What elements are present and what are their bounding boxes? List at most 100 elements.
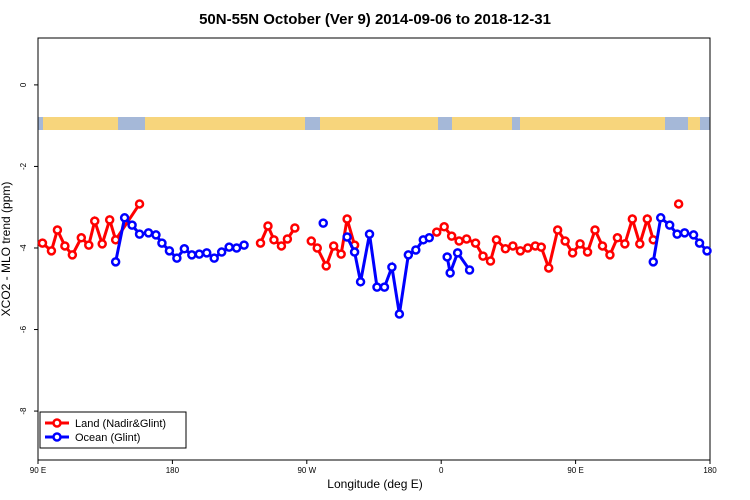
point [431, 227, 442, 237]
point [60, 241, 70, 251]
point [209, 253, 219, 263]
point [424, 233, 435, 243]
point [255, 238, 266, 248]
point [575, 239, 585, 249]
legend-label: Ocean (Glint) [75, 432, 140, 444]
y-tick-label: -8 [19, 407, 28, 415]
point [491, 235, 502, 245]
x-tick-label: 90 W [297, 466, 316, 475]
point [84, 240, 94, 250]
legend-marker [52, 418, 62, 428]
series-line [114, 214, 709, 315]
point [478, 251, 488, 261]
point [454, 236, 464, 246]
point [134, 229, 145, 239]
y-tick-label: 0 [19, 82, 28, 87]
point [485, 256, 496, 266]
point [306, 236, 317, 246]
point [635, 239, 645, 249]
x-tick-label: 180 [166, 466, 180, 475]
point [67, 250, 78, 260]
point [515, 246, 526, 256]
point [664, 220, 675, 230]
point [37, 238, 48, 248]
y-tick-label: -4 [19, 244, 28, 252]
x-tick-label: 90 E [30, 466, 46, 475]
point [231, 243, 242, 253]
point [364, 229, 375, 239]
point [394, 309, 405, 319]
point [464, 265, 475, 275]
point [560, 236, 570, 246]
point [372, 282, 382, 292]
point [89, 216, 100, 226]
point [694, 238, 705, 248]
point [110, 257, 121, 267]
y-axis-label: XCO2 - MLO trend (ppm) [0, 182, 13, 317]
point [688, 230, 699, 240]
point [239, 240, 249, 250]
point [76, 233, 87, 243]
point [446, 231, 457, 241]
point [269, 235, 279, 245]
point [552, 225, 563, 235]
point [673, 199, 684, 209]
point [282, 234, 293, 244]
x-tick-label: 180 [703, 466, 717, 475]
point [342, 214, 352, 224]
plot-frame [37, 37, 711, 461]
point [179, 244, 190, 254]
point [452, 248, 463, 258]
point [445, 268, 455, 278]
point [567, 248, 578, 258]
point [52, 225, 63, 235]
chart-title: 50N-55N October (Ver 9) 2014-09-06 to 20… [199, 11, 551, 28]
point [224, 242, 234, 252]
point [379, 282, 390, 292]
point [321, 261, 331, 271]
point [605, 250, 615, 260]
point [110, 235, 121, 245]
point [642, 214, 653, 224]
point [355, 277, 366, 287]
point [194, 249, 205, 259]
point [672, 229, 682, 239]
point [290, 223, 300, 233]
point [187, 250, 197, 260]
point [46, 246, 57, 256]
point [104, 215, 115, 225]
point [328, 241, 339, 251]
point [627, 214, 638, 224]
legend-label: Land (Nadir&Glint) [75, 418, 166, 430]
point [439, 222, 449, 232]
point [523, 243, 533, 253]
point [461, 234, 472, 244]
point [500, 244, 511, 254]
point [318, 218, 328, 228]
point [312, 243, 323, 253]
point [536, 242, 547, 252]
point [411, 245, 421, 255]
point [336, 249, 346, 259]
point [263, 221, 273, 231]
point [470, 238, 481, 248]
legend-box [39, 411, 187, 449]
point [216, 247, 227, 257]
point [151, 230, 161, 240]
point [97, 239, 107, 249]
x-axis-label: Longitude (deg E) [327, 477, 422, 491]
x-tick-label: 90 E [567, 466, 583, 475]
point [702, 246, 712, 256]
point [620, 239, 630, 249]
point [119, 213, 130, 223]
point [655, 213, 666, 223]
point [201, 248, 212, 258]
point [157, 238, 167, 248]
point [349, 247, 360, 257]
point [127, 220, 137, 230]
point [403, 250, 414, 260]
point [590, 225, 600, 235]
point [164, 246, 175, 256]
point [342, 232, 352, 242]
